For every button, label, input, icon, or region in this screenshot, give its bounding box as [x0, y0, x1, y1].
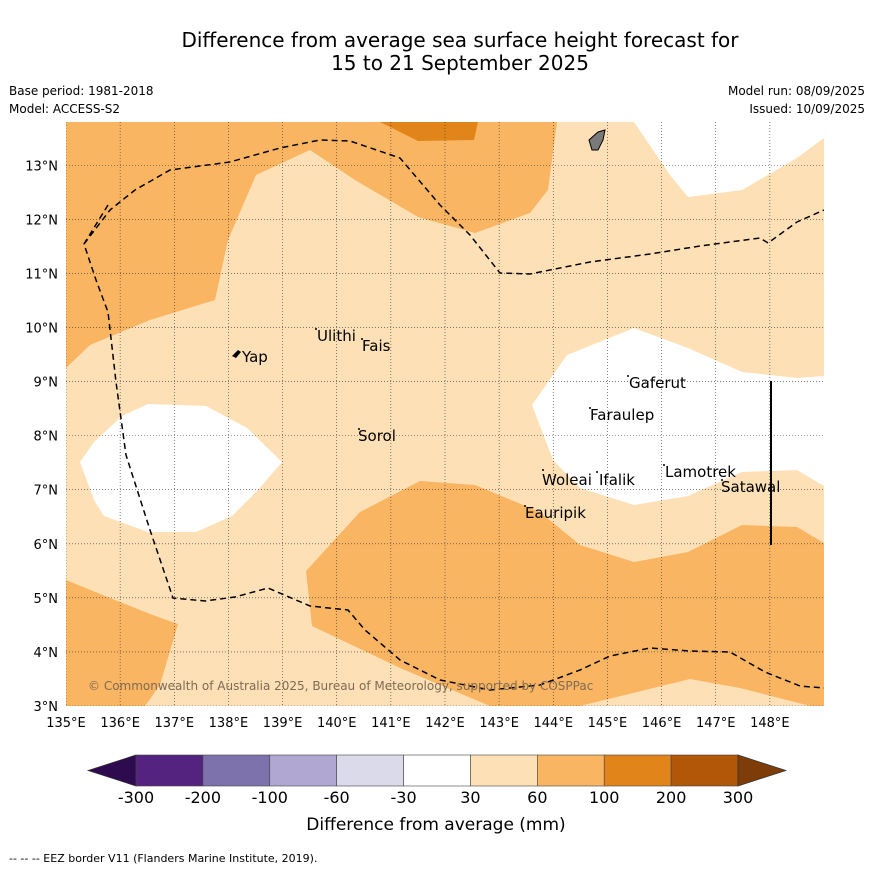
- graticule: [66, 122, 824, 706]
- colorbar-tick-label: -30: [390, 788, 416, 807]
- longitude-tick-label: 145°E: [588, 716, 628, 731]
- colorbar-segment: [670, 754, 739, 787]
- longitude-tick-label: 142°E: [425, 716, 465, 731]
- place-label-ulithi: Ulithi: [317, 327, 356, 345]
- longitude-tick-label: 140°E: [317, 716, 357, 731]
- guam-island: [588, 129, 606, 151]
- map-title: Difference from average sea surface heig…: [60, 29, 860, 75]
- place-label-eauripik: Eauripik: [525, 504, 586, 522]
- longitude-tick-label: 141°E: [371, 716, 411, 731]
- yap-island: [232, 350, 241, 358]
- longitude-tick-label: 135°E: [46, 716, 86, 731]
- place-label-satawal: Satawal: [721, 478, 780, 496]
- colorbar-tick-label: -200: [185, 788, 221, 807]
- meta-left: Base period: 1981-2018 Model: ACCESS-S2: [9, 82, 154, 118]
- colorbar-segment: [336, 754, 404, 787]
- eez-footnote: -- -- -- EEZ border V11 (Flanders Marine…: [9, 852, 318, 865]
- colorbar-segment: [202, 754, 271, 787]
- colorbar-tick-label: 200: [656, 788, 687, 807]
- place-label-lamotrek: Lamotrek: [665, 463, 736, 481]
- longitude-tick-labels: 135°E 136°E 137°E 138°E 139°E 140°E 141°E 142°E…: [46, 716, 789, 731]
- latitude-tick-label: 10°N: [25, 321, 58, 336]
- colorbar-segment: [470, 754, 538, 787]
- title-line-2: 15 to 21 September 2025: [331, 51, 589, 75]
- place-label-gaferut: Gaferut: [629, 374, 686, 392]
- latitude-tick-label: 5°N: [34, 592, 59, 607]
- colorbar: -300 -200 -100 -60 -30 30 60 100 200 300: [86, 754, 788, 807]
- latitude-tick-label: 12°N: [25, 213, 58, 228]
- eez-border-line: [83, 139, 824, 691]
- model-text: Model: ACCESS-S2: [9, 102, 121, 116]
- longitude-tick-label: 143°E: [479, 716, 519, 731]
- place-label-woleai: Woleai: [542, 471, 592, 489]
- colorbar-tick-label: 300: [723, 788, 754, 807]
- anomaly-60-100-north-region: [66, 122, 557, 368]
- colorbar-segment: [269, 754, 337, 787]
- island-dot: [721, 479, 723, 481]
- place-label-fais: Fais: [362, 337, 391, 355]
- latitude-tick-label: 11°N: [25, 267, 58, 282]
- island-dot: [361, 338, 363, 340]
- latitude-tick-label: 3°N: [34, 700, 59, 715]
- copyright-notice: © Commonwealth of Australia 2025, Bureau…: [88, 679, 593, 693]
- meta-right: Model run: 08/09/2025 Issued: 10/09/2025: [728, 82, 865, 118]
- longitude-tick-label: 148°E: [750, 716, 790, 731]
- anomaly-near-zero-northeast-region: [634, 122, 824, 197]
- longitude-tick-label: 146°E: [642, 716, 682, 731]
- colorbar-upper-extension: [737, 754, 788, 787]
- model-run-text: Model run: 08/09/2025: [727, 84, 865, 98]
- longitude-tick-label: 137°E: [155, 716, 195, 731]
- colorbar-tick-label: 100: [589, 788, 620, 807]
- colorbar-segment: [603, 754, 672, 787]
- colorbar-tick-label: -300: [118, 788, 154, 807]
- anomaly-near-zero-east-region: [532, 328, 824, 505]
- island-dot: [358, 428, 360, 430]
- colorbar-label: Difference from average (mm): [306, 815, 565, 835]
- colorbar-tick-label: 30: [460, 788, 480, 807]
- colorbar-tick-label: -60: [324, 788, 350, 807]
- latitude-tick-labels: 3°N 4°N 5°N 6°N 7°N 8°N 9°N 10°N 11°N 12°N 13°N: [25, 159, 58, 715]
- latitude-tick-label: 4°N: [34, 646, 59, 661]
- colorbar-lower-extension: [86, 754, 137, 787]
- place-label-sorol: Sorol: [358, 427, 396, 445]
- colorbar-segment: [135, 754, 204, 787]
- longitude-tick-label: 139°E: [263, 716, 303, 731]
- base-period-text: Base period: 1981-2018: [9, 84, 154, 98]
- anomaly-60-100-south-region: [306, 481, 824, 706]
- longitude-tick-label: 144°E: [534, 716, 574, 731]
- colorbar-tick-label: 60: [527, 788, 547, 807]
- issued-text: Issued: 10/09/2025: [749, 102, 865, 116]
- island-dot: [627, 375, 629, 377]
- anomaly-100-200-region: [380, 122, 478, 141]
- island-dot: [596, 471, 598, 473]
- anomaly-near-zero-west-region: [80, 404, 282, 532]
- latitude-tick-label: 8°N: [34, 430, 59, 445]
- place-label-ifalik: Ifalik: [599, 471, 635, 489]
- island-dot: [315, 328, 317, 330]
- longitude-tick-label: 136°E: [100, 716, 140, 731]
- longitude-tick-label: 138°E: [209, 716, 249, 731]
- place-label-yap: Yap: [241, 348, 268, 366]
- map-panel: Yap Ulithi Fais Sorol Gaferut Faraulep W…: [66, 122, 824, 706]
- colorbar-segment: [403, 754, 471, 787]
- anomaly-60-100-southwest-region: [66, 580, 178, 706]
- colorbar-tick-label: -100: [252, 788, 288, 807]
- island-dot: [663, 464, 665, 466]
- latitude-tick-label: 6°N: [34, 538, 59, 553]
- longitude-tick-label: 147°E: [696, 716, 736, 731]
- place-label-faraulep: Faraulep: [590, 406, 654, 424]
- island-dot: [524, 505, 526, 507]
- latitude-tick-label: 7°N: [34, 484, 59, 499]
- colorbar-segment: [537, 754, 605, 787]
- island-dot: [542, 469, 544, 471]
- latitude-tick-label: 13°N: [25, 159, 58, 174]
- title-line-1: Difference from average sea surface heig…: [181, 28, 739, 52]
- island-dot: [589, 407, 591, 409]
- latitude-tick-label: 9°N: [34, 376, 59, 391]
